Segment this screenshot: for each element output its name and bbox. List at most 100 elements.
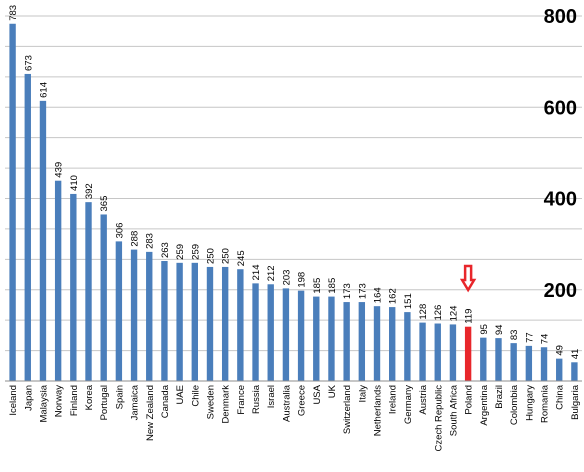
- bar: [282, 288, 290, 381]
- bar: [130, 249, 138, 381]
- bars: [9, 23, 578, 382]
- category-label: Czech Republic: [433, 385, 444, 452]
- category-label: UK: [327, 384, 338, 398]
- bar: [389, 307, 396, 381]
- value-label: 49: [555, 345, 566, 356]
- category-label: Israel: [266, 385, 277, 408]
- category-label: Brazil: [494, 385, 505, 409]
- value-label: 214: [251, 265, 262, 281]
- down-arrow-icon: [459, 264, 477, 293]
- value-label: 259: [190, 244, 201, 260]
- value-label: 212: [266, 265, 277, 281]
- bar: [571, 362, 578, 381]
- value-label: 164: [373, 287, 384, 303]
- category-label: Switzerland: [342, 385, 353, 434]
- bar: [328, 296, 335, 381]
- value-label: 185: [312, 278, 323, 294]
- bar-highlight: [464, 326, 472, 381]
- bar: [161, 261, 168, 381]
- bar: [9, 23, 16, 381]
- value-label: 185: [327, 278, 338, 294]
- category-label: Poland: [464, 385, 475, 415]
- category-label: Portugal: [99, 385, 110, 420]
- bar: [404, 312, 411, 381]
- value-label: 250: [221, 248, 232, 264]
- value-label: 250: [205, 248, 216, 264]
- category-label: Chile: [190, 385, 201, 407]
- category-label: Japan: [23, 385, 34, 411]
- category-label: Colombia: [509, 384, 520, 425]
- bar: [100, 214, 107, 381]
- bar: [237, 269, 244, 381]
- bar: [54, 180, 62, 381]
- y-tick-label: 400: [544, 189, 577, 211]
- bar: [70, 193, 77, 381]
- value-labels: 783 673 614 439 410 392 365 306 288 283 263 259 259 2…: [8, 5, 581, 359]
- category-labels: Iceland Japan Malaysia Norway Finland Korea Po…: [8, 384, 581, 451]
- category-label: Australia: [281, 384, 292, 422]
- bar: [480, 337, 487, 381]
- value-label: 95: [479, 324, 490, 335]
- value-label: 173: [342, 283, 353, 299]
- bar: [510, 343, 517, 381]
- y-tick-label: 600: [544, 97, 577, 119]
- category-label: Netherlands: [373, 385, 384, 436]
- value-label: 783: [8, 5, 19, 21]
- value-label: 124: [448, 306, 459, 322]
- value-label: 173: [357, 283, 368, 299]
- category-label: Malaysia: [38, 384, 49, 422]
- category-label: Spain: [114, 385, 125, 409]
- bar: [85, 202, 92, 381]
- category-label: Romania: [540, 384, 551, 423]
- value-label: 151: [403, 293, 414, 309]
- bar: [297, 290, 305, 381]
- value-label: 198: [297, 272, 308, 288]
- value-label: 77: [524, 332, 535, 343]
- value-label: 119: [464, 309, 475, 324]
- category-label: Bulgaria: [570, 384, 581, 420]
- value-label: 410: [69, 175, 80, 191]
- bar: [24, 73, 31, 381]
- category-label: Jamaica: [130, 384, 141, 420]
- bar: [540, 347, 548, 381]
- category-label: Korea: [84, 384, 95, 410]
- bar: [495, 338, 502, 381]
- value-label: 83: [509, 330, 520, 341]
- category-label: China: [555, 384, 566, 410]
- bar: [146, 251, 153, 381]
- bar: [206, 266, 214, 381]
- value-label: 128: [418, 304, 429, 320]
- category-label: Finland: [69, 385, 80, 416]
- bar: [449, 324, 457, 381]
- value-label: 392: [84, 183, 95, 199]
- category-label: Iceland: [8, 385, 19, 416]
- category-label: France: [236, 385, 247, 415]
- bar: [252, 283, 259, 381]
- category-label: Austria: [418, 384, 429, 414]
- category-label: Canada: [160, 384, 171, 418]
- bar: [267, 284, 274, 381]
- value-label: 41: [570, 349, 581, 360]
- category-label: Greece: [297, 385, 308, 416]
- bar: [115, 241, 123, 381]
- bar: [358, 302, 366, 381]
- value-label: 614: [38, 82, 49, 98]
- category-label: UAE: [175, 385, 186, 405]
- value-label: 365: [99, 196, 110, 212]
- y-tick-label: 800: [544, 6, 577, 28]
- value-label: 203: [281, 270, 292, 286]
- highlight-marker: [459, 264, 477, 293]
- category-label: South Africa: [448, 384, 459, 436]
- category-label: Norway: [54, 385, 65, 417]
- bar: [556, 358, 563, 381]
- value-label: 162: [388, 288, 399, 304]
- category-label: Italy: [357, 385, 368, 403]
- value-label: 259: [175, 244, 186, 260]
- category-label: USA: [312, 384, 323, 404]
- bar: [221, 266, 229, 381]
- value-label: 288: [130, 231, 141, 247]
- category-label: Ireland: [388, 385, 399, 414]
- value-label: 74: [540, 334, 551, 345]
- category-label: Denmark: [221, 385, 232, 424]
